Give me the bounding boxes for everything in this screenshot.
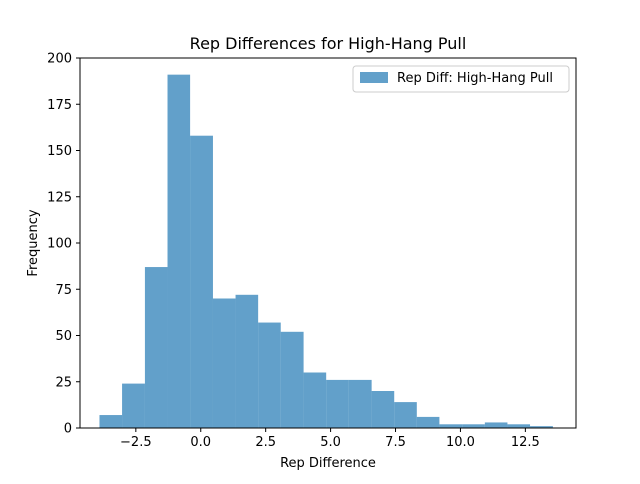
legend-swatch xyxy=(360,72,388,83)
y-tick-label: 200 xyxy=(47,52,72,67)
histogram-bar xyxy=(190,135,213,428)
histogram-bar xyxy=(235,294,259,428)
y-tick-label: 125 xyxy=(47,190,72,205)
histogram-bar xyxy=(280,331,304,428)
x-tick-label: 12.5 xyxy=(511,435,540,450)
histogram-bar xyxy=(326,379,349,428)
y-tick-label: 0 xyxy=(64,422,72,437)
histogram-bar xyxy=(303,372,327,428)
bars-group xyxy=(99,74,553,429)
histogram-bar xyxy=(144,267,168,428)
y-tick-label: 50 xyxy=(55,329,72,344)
histogram-bar xyxy=(258,322,281,428)
histogram-bar xyxy=(99,415,123,428)
histogram-bar xyxy=(167,74,191,429)
histogram-bar xyxy=(439,424,463,428)
plot-frame xyxy=(79,57,577,429)
y-axis-label: Frequency xyxy=(26,209,41,276)
y-tick-label: 100 xyxy=(47,237,72,252)
x-tick-label: 5.0 xyxy=(320,435,341,450)
histogram-bar xyxy=(507,424,531,428)
legend: Rep Diff: High-Hang Pull xyxy=(352,65,570,93)
y-tick-label: 25 xyxy=(55,375,72,390)
histogram-bar xyxy=(462,424,485,428)
histogram-bar xyxy=(530,426,553,428)
y-tick-label: 175 xyxy=(47,98,72,113)
histogram-bar xyxy=(484,422,508,428)
y-tick-label: 75 xyxy=(55,283,72,298)
x-axis-label: Rep Difference xyxy=(280,456,376,471)
x-ticks-group: −2.5 0.0 2.5 5.0 7.5 10.0 12.5 xyxy=(120,428,540,450)
histogram-bar xyxy=(371,391,395,428)
histogram-bar xyxy=(212,298,236,428)
y-ticks-group: 0 25 50 75 100 125 150 175 200 xyxy=(47,52,80,437)
y-tick-label: 150 xyxy=(47,144,72,159)
histogram-bar xyxy=(416,416,440,428)
histogram-bar xyxy=(122,383,145,428)
histogram-bar xyxy=(394,402,417,428)
x-tick-label: −2.5 xyxy=(120,435,152,450)
x-tick-label: 7.5 xyxy=(385,435,406,450)
x-tick-label: 2.5 xyxy=(255,435,276,450)
x-tick-label: 10.0 xyxy=(446,435,475,450)
x-tick-label: 0.0 xyxy=(190,435,211,450)
histogram-bar xyxy=(348,379,372,428)
legend-label: Rep Diff: High-Hang Pull xyxy=(397,71,553,86)
legend-box xyxy=(352,65,570,93)
chart-title: Rep Differences for High-Hang Pull xyxy=(190,34,467,53)
